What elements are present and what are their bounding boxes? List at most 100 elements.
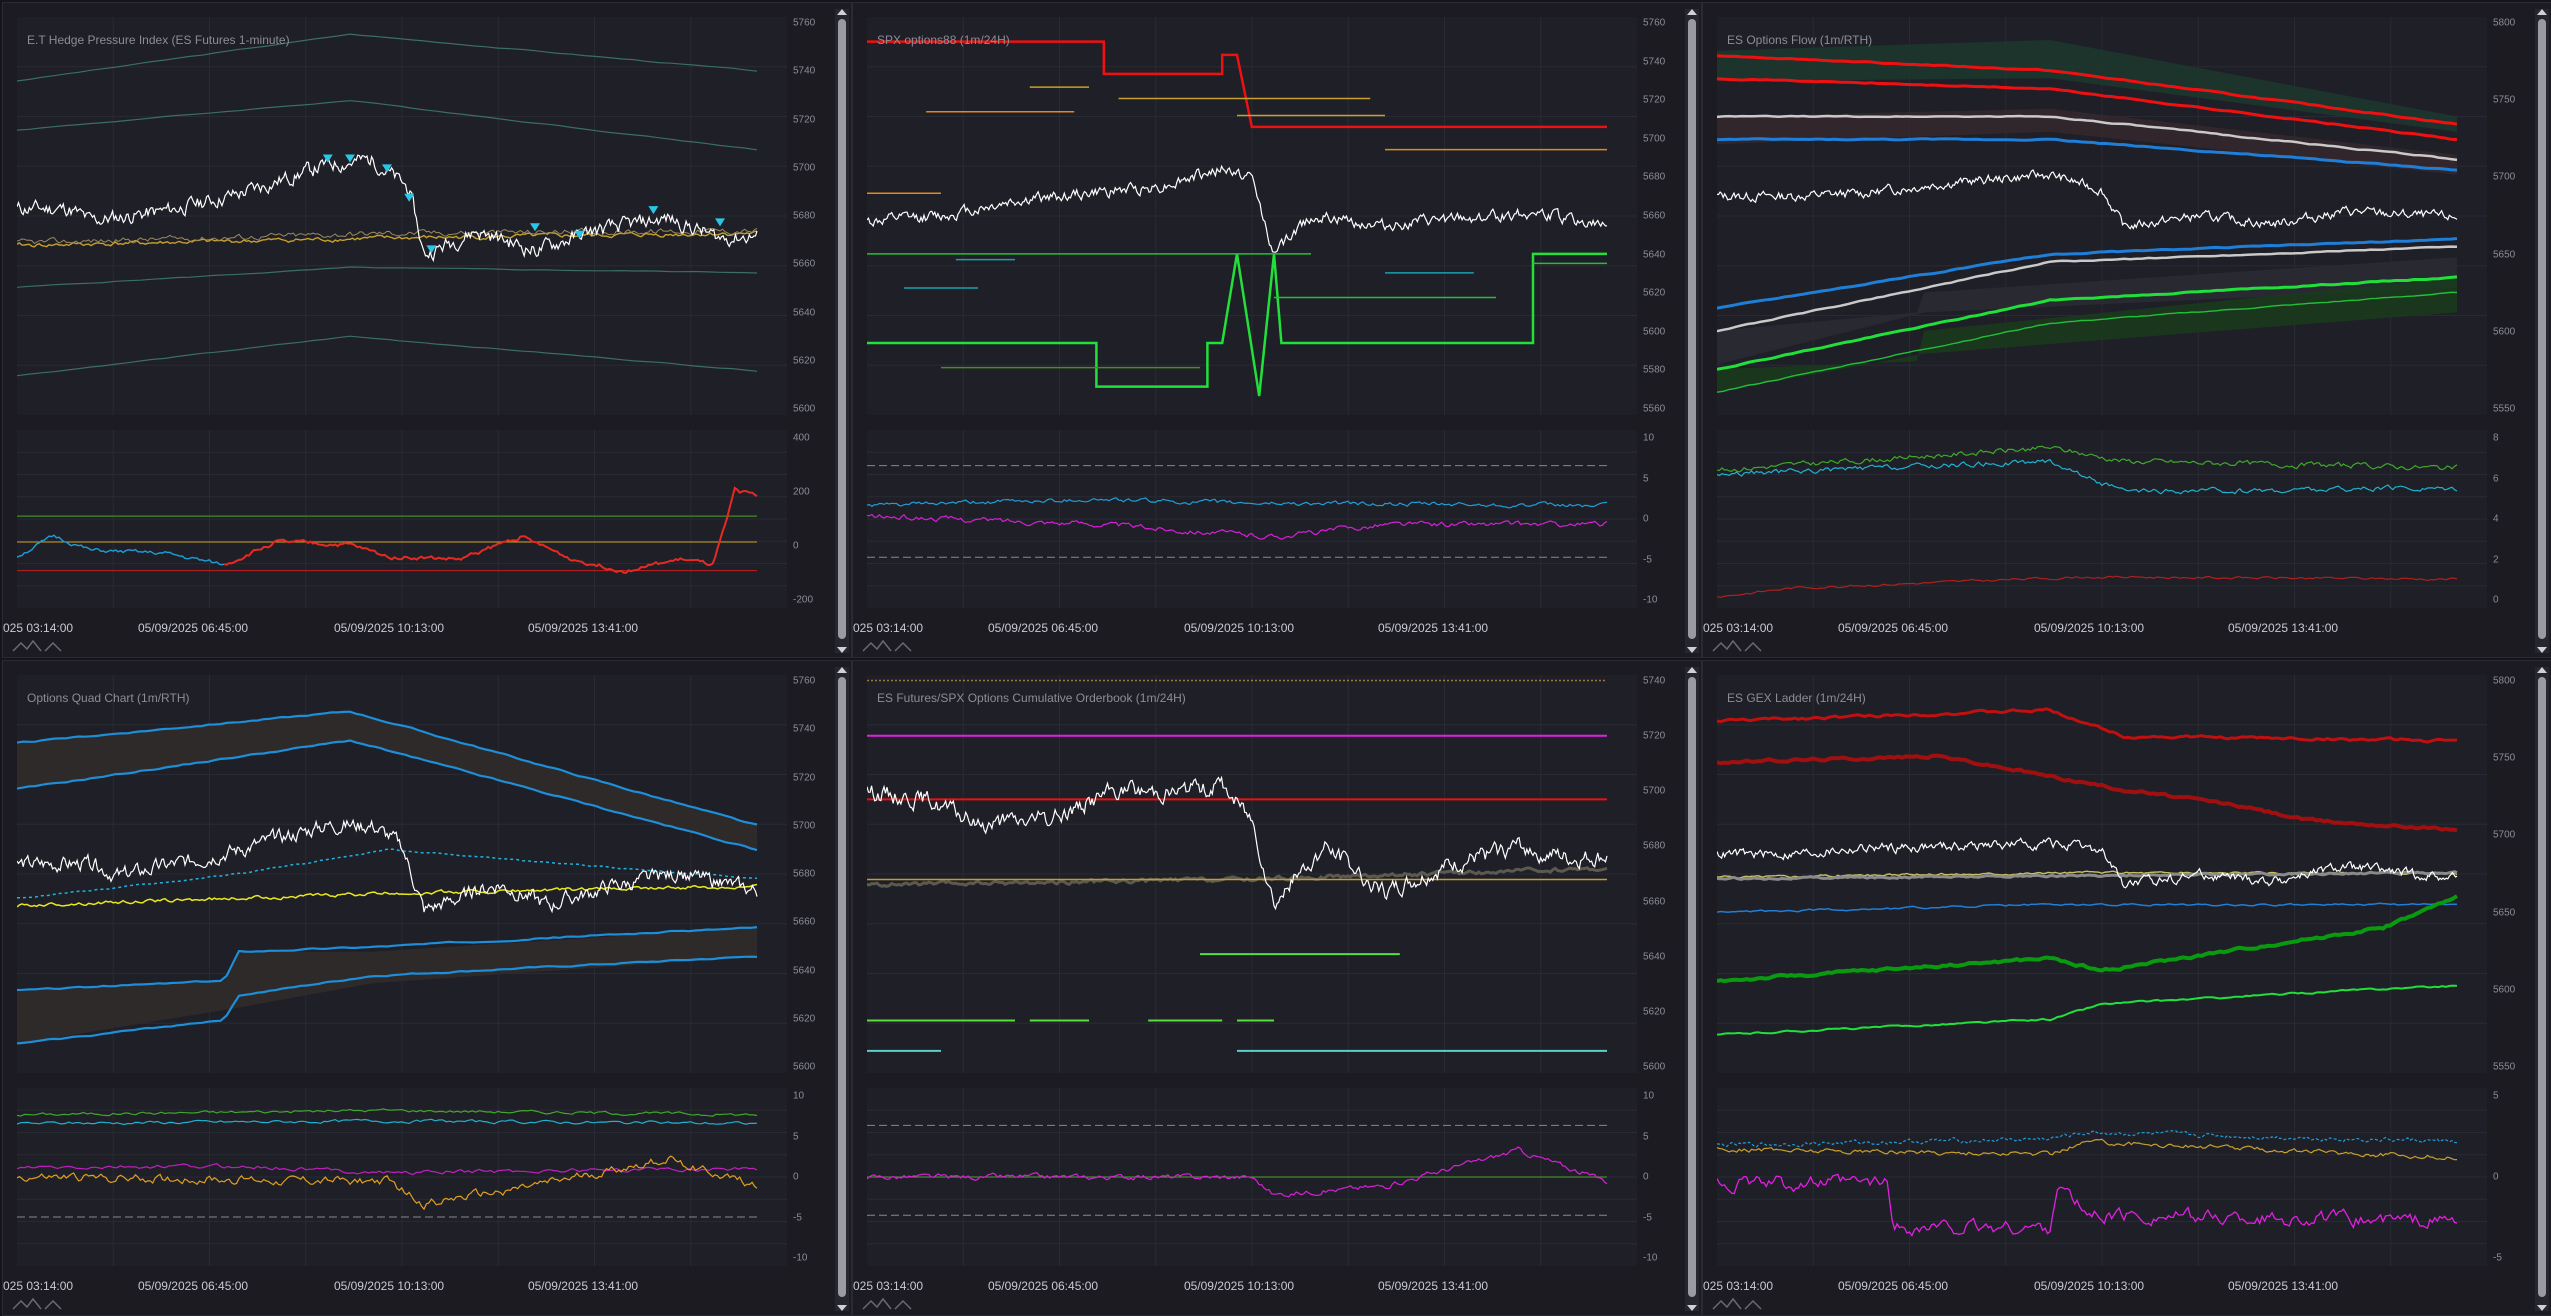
scroll-thumb[interactable]	[2538, 677, 2546, 1297]
sub-chart[interactable]	[1717, 430, 2487, 608]
sub-y-tick-label: 10	[1643, 432, 1655, 444]
main-plot-svg	[867, 17, 1637, 415]
series-magenta	[17, 1163, 758, 1176]
scroll-up-arrow-icon[interactable]	[2537, 9, 2547, 15]
scroll-thumb[interactable]	[838, 19, 846, 639]
scroll-down-arrow-icon[interactable]	[2537, 1305, 2547, 1311]
y-tick-label: 5700	[2493, 829, 2516, 841]
x-tick-label: 05/09/2025 06:45:00	[987, 621, 1099, 635]
sub-chart[interactable]	[867, 1088, 1637, 1266]
y-axis: 5760 5740 5720 5700 5680 5660 5640 5620 5600	[787, 17, 827, 415]
main-chart[interactable]	[17, 17, 787, 415]
scroll-thumb[interactable]	[1688, 677, 1696, 1297]
band-line	[17, 100, 758, 151]
price-line	[1717, 169, 2458, 230]
shaded-band	[1717, 257, 2457, 365]
signal-marker-icon	[715, 218, 725, 227]
scroll-thumb[interactable]	[1688, 19, 1696, 639]
sub-y-tick-label: -10	[793, 1252, 808, 1264]
vertical-scrollbar[interactable]	[1685, 9, 1699, 653]
signal-marker-icon	[426, 245, 437, 254]
red-gex-line	[1717, 753, 2458, 833]
main-chart[interactable]	[1717, 675, 2487, 1073]
call-gex-line	[1717, 707, 2458, 744]
chart-logo-icon	[12, 1297, 62, 1310]
sub-y-tick-label: 6	[2493, 473, 2499, 484]
vertical-scrollbar[interactable]	[2535, 9, 2549, 653]
scroll-down-arrow-icon[interactable]	[1687, 1305, 1697, 1311]
series-cyan	[1717, 458, 2458, 495]
scroll-down-arrow-icon[interactable]	[1687, 647, 1697, 653]
yellow-line	[17, 883, 758, 908]
panel-title: ES Futures/SPX Options Cumulative Orderb…	[877, 691, 1186, 705]
y-tick-label: 5760	[1643, 17, 1666, 29]
main-chart[interactable]	[1717, 17, 2487, 415]
sub-y-axis: 5 0 -5	[2487, 1088, 2527, 1266]
x-tick-label: 05/09/2025 13:41:00	[1377, 621, 1489, 635]
panel-gex-ladder: ES GEX Ladder (1m/24H) 5800 5750 5700 5650 5…	[1702, 660, 2551, 1316]
scroll-thumb[interactable]	[2538, 19, 2546, 639]
panel-options-quad: Options Quad Chart (1m/RTH) 5760 5740 5720…	[2, 660, 852, 1316]
vertical-scrollbar[interactable]	[835, 9, 849, 653]
sub-y-axis: 8 6 4 2 0	[2487, 430, 2527, 608]
main-chart[interactable]	[867, 675, 1637, 1073]
y-axis: 5760 5740 5720 5700 5680 5660 5640 5620 5600 5580…	[1637, 17, 1677, 415]
y-tick-label: 5750	[2493, 752, 2516, 764]
scroll-up-arrow-icon[interactable]	[837, 667, 847, 673]
vertical-scrollbar[interactable]	[1685, 667, 1699, 1311]
dotted-level	[17, 848, 758, 899]
x-axis: 025 03:14:00 05/09/2025 06:45:00 05/09/202…	[853, 621, 1653, 639]
scroll-up-arrow-icon[interactable]	[2537, 667, 2547, 673]
sub-chart[interactable]	[17, 430, 787, 608]
x-axis: 025 03:14:00 05/09/2025 06:45:00 05/09/202…	[853, 1279, 1653, 1297]
main-plot-svg	[17, 675, 787, 1073]
olive-line	[17, 227, 758, 245]
options-flow-line	[1717, 54, 2458, 126]
scroll-down-arrow-icon[interactable]	[837, 1305, 847, 1311]
oscillator-red	[224, 486, 758, 574]
scroll-up-arrow-icon[interactable]	[837, 9, 847, 15]
main-chart[interactable]	[867, 17, 1637, 415]
scroll-up-arrow-icon[interactable]	[1687, 667, 1697, 673]
price-line	[867, 775, 1608, 911]
sub-plot-svg	[867, 1088, 1637, 1266]
scroll-thumb[interactable]	[838, 677, 846, 1297]
x-axis: 025 03:14:00 05/09/2025 06:45:00 05/09/202…	[1703, 1279, 2503, 1297]
sub-chart[interactable]	[1717, 1088, 2487, 1266]
call-wall-line	[867, 40, 1607, 129]
sub-y-tick-label: 2	[2493, 554, 2499, 565]
vertical-scrollbar[interactable]	[2535, 667, 2549, 1311]
scroll-down-arrow-icon[interactable]	[2537, 647, 2547, 653]
sub-y-tick-label: 400	[793, 432, 810, 444]
sub-y-tick-label: -5	[1643, 554, 1652, 565]
main-chart[interactable]	[17, 675, 787, 1073]
scroll-up-arrow-icon[interactable]	[1687, 9, 1697, 15]
sub-chart[interactable]	[17, 1088, 787, 1266]
quad-band-line	[17, 739, 758, 852]
y-tick-label: 5650	[2493, 249, 2516, 261]
y-tick-label: 5660	[1643, 210, 1666, 222]
sub-y-tick-label: -5	[2493, 1252, 2502, 1264]
x-tick-label: 05/09/2025 06:45:00	[137, 621, 249, 635]
quad-band-line	[17, 926, 758, 992]
y-tick-label: 5800	[2493, 17, 2516, 29]
sub-y-tick-label: 5	[793, 1131, 799, 1142]
y-tick-label: 5800	[2493, 675, 2516, 687]
sub-y-tick-label: 0	[1643, 1171, 1649, 1183]
y-tick-label: 5600	[793, 1061, 816, 1073]
sub-chart[interactable]	[867, 430, 1637, 608]
y-tick-label: 5720	[1643, 94, 1666, 106]
options-flow-line	[1717, 275, 2458, 371]
panel-title: Options Quad Chart (1m/RTH)	[27, 691, 190, 705]
options-flow-line	[1717, 137, 2458, 172]
sub-y-tick-label: 5	[1643, 473, 1649, 484]
green-lower-line	[1717, 984, 2458, 1036]
series-magenta	[1717, 1173, 2458, 1237]
x-tick-label: 05/09/2025 13:41:00	[2227, 621, 2339, 635]
blue-gex-line	[1717, 902, 2458, 913]
y-tick-label: 5740	[1643, 675, 1666, 687]
vertical-scrollbar[interactable]	[835, 667, 849, 1311]
panel-title: E.T Hedge Pressure Index (ES Futures 1-m…	[27, 33, 290, 47]
scroll-down-arrow-icon[interactable]	[837, 647, 847, 653]
y-tick-label: 5680	[1643, 171, 1666, 183]
